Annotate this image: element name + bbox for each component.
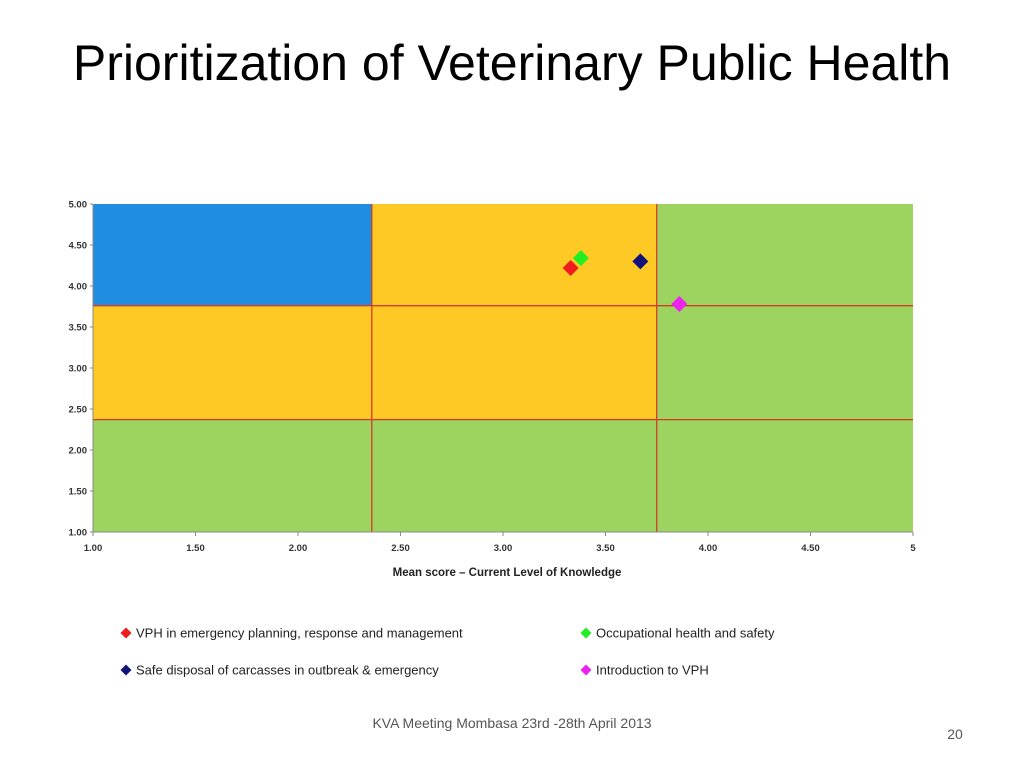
legend-label-3: Safe disposal of carcasses in outbreak &…	[136, 663, 439, 678]
slide-title: Prioritization of Veterinary Public Heal…	[72, 35, 952, 91]
footer-text: KVA Meeting Mombasa 23rd -28th April 201…	[372, 715, 652, 731]
y-tick-label: 3.50	[69, 323, 88, 334]
scatter-chart: 1.00 1.50 2.00 2.50 3.00 3.50 4.00 4.50 5.00 1.0…	[69, 200, 917, 678]
data-point-1	[562, 259, 579, 276]
legend-marker-3	[120, 664, 132, 676]
x-tick-label: 2.00	[289, 543, 308, 554]
y-tick-label: 2.50	[69, 405, 88, 416]
y-axis-ticks: 1.00 1.50 2.00 2.50 3.00 3.50 4.00 4.50 5.00	[69, 200, 93, 539]
y-tick-label: 1.00	[69, 528, 88, 539]
x-tick-label: 1.00	[84, 543, 103, 554]
x-tick-label: 2.50	[391, 543, 410, 554]
zone-middle-orange	[93, 305, 657, 420]
x-tick-label: 4.50	[801, 543, 820, 554]
legend-marker-4	[580, 664, 592, 676]
y-tick-label: 3.00	[69, 364, 88, 375]
zone-top-left-blue	[93, 204, 372, 306]
legend-label-4: Introduction to VPH	[596, 663, 709, 678]
y-tick-label: 2.00	[69, 446, 88, 457]
legend: VPH in emergency planning, response and …	[120, 626, 775, 678]
legend-label-2: Occupational health and safety	[596, 626, 775, 641]
x-axis-label: Mean score – Current Level of Knowledge	[393, 567, 622, 579]
x-tick-label: 3.50	[596, 543, 615, 554]
page-number: 20	[947, 726, 963, 742]
chart-zones	[93, 204, 913, 532]
zone-top-orange	[371, 204, 657, 306]
legend-marker-1	[120, 627, 132, 639]
zone-bottom-green	[93, 419, 913, 532]
y-tick-label: 4.50	[69, 241, 88, 252]
data-point-2	[572, 250, 589, 267]
y-tick-label: 1.50	[69, 487, 88, 498]
data-points	[562, 250, 688, 313]
y-tick-label: 4.00	[69, 282, 88, 293]
x-tick-label: 1.50	[186, 543, 205, 554]
zone-right-green	[656, 204, 913, 420]
legend-marker-2	[580, 627, 592, 639]
x-axis-ticks: 1.00 1.50 2.00 2.50 3.00 3.50 4.00 4.50 5	[84, 532, 916, 554]
x-tick-label: 4.00	[699, 543, 718, 554]
x-tick-label: 5	[910, 543, 916, 554]
legend-label-1: VPH in emergency planning, response and …	[136, 626, 463, 641]
x-tick-label: 3.00	[494, 543, 513, 554]
data-point-4	[671, 296, 688, 313]
y-tick-label: 5.00	[69, 200, 88, 211]
data-point-3	[632, 253, 649, 270]
